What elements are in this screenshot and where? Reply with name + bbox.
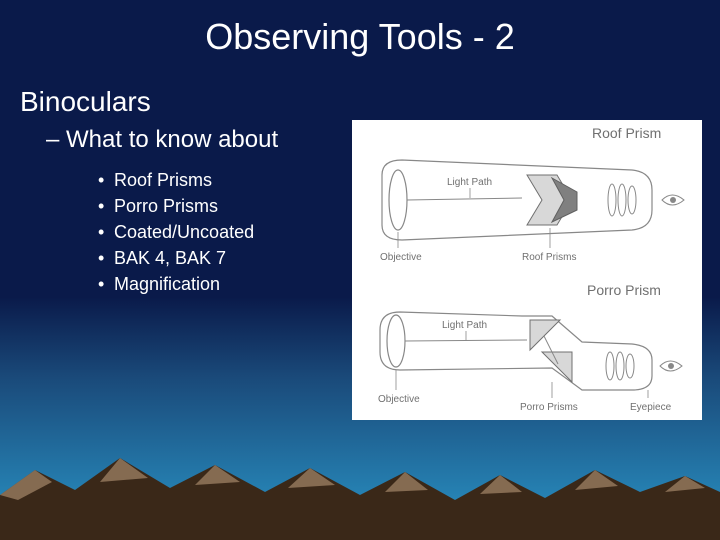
heading: Binoculars — [20, 86, 700, 118]
roof-title: Roof Prism — [592, 125, 661, 141]
prism-diagram: Roof Prism Objective Light Path Roof Pri… — [352, 120, 702, 420]
porro-objective-label: Objective — [378, 394, 420, 405]
roof-lightpath-label: Light Path — [447, 177, 492, 188]
porro-eyepiece-label: Eyepiece — [630, 402, 672, 413]
mountains-decoration — [0, 420, 720, 540]
slide-title: Observing Tools - 2 — [0, 0, 720, 58]
porro-title: Porro Prism — [587, 282, 661, 298]
porro-prisms-label: Porro Prisms — [520, 402, 578, 413]
roof-prisms-label: Roof Prisms — [522, 252, 576, 263]
roof-objective-label: Objective — [380, 252, 422, 263]
porro-lightpath-label: Light Path — [442, 320, 487, 331]
